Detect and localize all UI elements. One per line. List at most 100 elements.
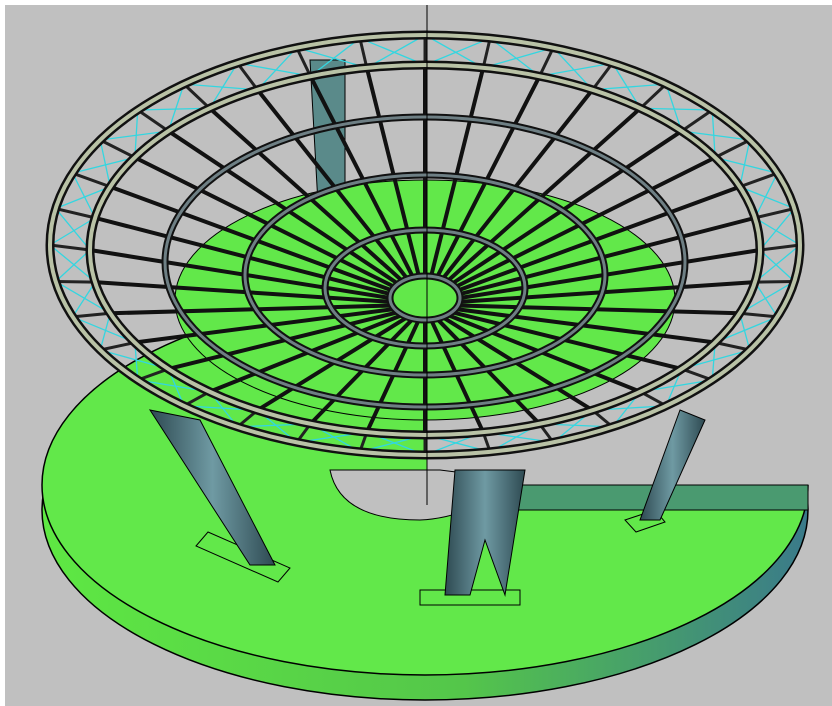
support-leg bbox=[639, 409, 706, 521]
brace bbox=[72, 156, 136, 174]
brace bbox=[754, 217, 801, 246]
radial-beam bbox=[358, 37, 369, 69]
brace bbox=[55, 208, 91, 251]
brace bbox=[739, 139, 751, 187]
radial-beam bbox=[455, 307, 716, 345]
radial-beam bbox=[429, 67, 486, 277]
brace bbox=[665, 83, 683, 132]
brace bbox=[49, 244, 96, 283]
brace bbox=[739, 186, 795, 210]
radial-beam bbox=[167, 129, 400, 286]
radial-beam bbox=[459, 248, 761, 300]
radial-beam bbox=[538, 47, 555, 77]
brace bbox=[552, 47, 593, 91]
brace bbox=[754, 244, 801, 283]
brace bbox=[100, 130, 169, 141]
brace bbox=[424, 37, 491, 66]
radial-beam bbox=[236, 62, 259, 91]
ring-beam-face bbox=[323, 228, 527, 348]
brace bbox=[711, 109, 716, 158]
brace bbox=[99, 139, 111, 187]
radial-beam bbox=[739, 171, 778, 189]
radial-beam bbox=[99, 341, 136, 352]
radial-beam bbox=[110, 303, 393, 316]
brace bbox=[611, 62, 641, 109]
brace bbox=[257, 47, 298, 91]
radial-beam bbox=[134, 307, 395, 345]
radial-beam bbox=[714, 138, 751, 159]
brace bbox=[359, 37, 426, 66]
brace bbox=[49, 217, 96, 246]
radial-beam bbox=[458, 215, 756, 297]
ring-beam-face bbox=[48, 33, 802, 457]
radial-beam bbox=[754, 279, 795, 284]
radial-beam bbox=[450, 129, 683, 286]
brace bbox=[424, 34, 484, 69]
radial-beam bbox=[459, 280, 756, 304]
brace bbox=[55, 249, 91, 282]
radial-beam bbox=[295, 47, 312, 77]
brace bbox=[754, 172, 778, 219]
radial-beam bbox=[99, 138, 136, 159]
brace bbox=[55, 186, 111, 210]
radial-beam bbox=[364, 67, 421, 277]
brace bbox=[754, 281, 778, 318]
radial-beam bbox=[89, 248, 391, 300]
support-leg bbox=[148, 409, 276, 566]
brace bbox=[72, 281, 96, 318]
radial-beam bbox=[136, 108, 170, 133]
support-leg bbox=[444, 469, 526, 597]
brace bbox=[55, 280, 111, 314]
radial-beam bbox=[739, 311, 778, 319]
radial-beam bbox=[55, 279, 96, 284]
truss-frame bbox=[45, 30, 805, 460]
radial-beam bbox=[714, 341, 751, 352]
radial-beam bbox=[72, 171, 111, 189]
brace bbox=[739, 313, 751, 351]
brace bbox=[539, 62, 613, 77]
radial-beam bbox=[94, 215, 392, 297]
brace bbox=[739, 280, 795, 314]
brace bbox=[640, 107, 713, 111]
brace bbox=[296, 47, 368, 69]
ring-beam-face bbox=[163, 115, 687, 409]
brace bbox=[489, 37, 540, 77]
brace bbox=[592, 83, 667, 91]
radial-beam bbox=[481, 37, 492, 69]
brace bbox=[134, 109, 139, 158]
radial-beam bbox=[591, 62, 614, 91]
radial-beam bbox=[308, 75, 415, 279]
radial-beam bbox=[255, 88, 410, 281]
brace bbox=[72, 172, 96, 219]
ring-beam-face bbox=[388, 274, 462, 322]
ring-beam-face bbox=[243, 173, 607, 377]
radial-beam bbox=[457, 303, 740, 316]
radial-beam bbox=[72, 311, 111, 319]
ring-beam-face bbox=[88, 63, 762, 437]
brace bbox=[714, 156, 778, 174]
radial-beam bbox=[639, 83, 668, 110]
radial-beam bbox=[49, 243, 91, 252]
radial-beam bbox=[208, 106, 404, 283]
radial-beam bbox=[182, 83, 211, 110]
brace bbox=[237, 62, 311, 77]
radial-beam bbox=[680, 108, 714, 133]
border bbox=[0, 0, 5, 706]
radial-beam bbox=[457, 184, 741, 293]
brace bbox=[366, 34, 426, 69]
radial-beam bbox=[754, 207, 795, 220]
brace bbox=[759, 249, 795, 282]
brace bbox=[183, 83, 258, 91]
radial-beam bbox=[759, 243, 801, 252]
brace bbox=[759, 208, 795, 251]
radial-beam bbox=[446, 106, 642, 283]
radial-beam bbox=[133, 155, 396, 289]
brace bbox=[137, 107, 210, 111]
radial-beam bbox=[109, 184, 393, 293]
brace bbox=[209, 62, 239, 109]
brace bbox=[167, 83, 185, 132]
radial-beam bbox=[94, 280, 391, 304]
brace bbox=[681, 130, 750, 141]
